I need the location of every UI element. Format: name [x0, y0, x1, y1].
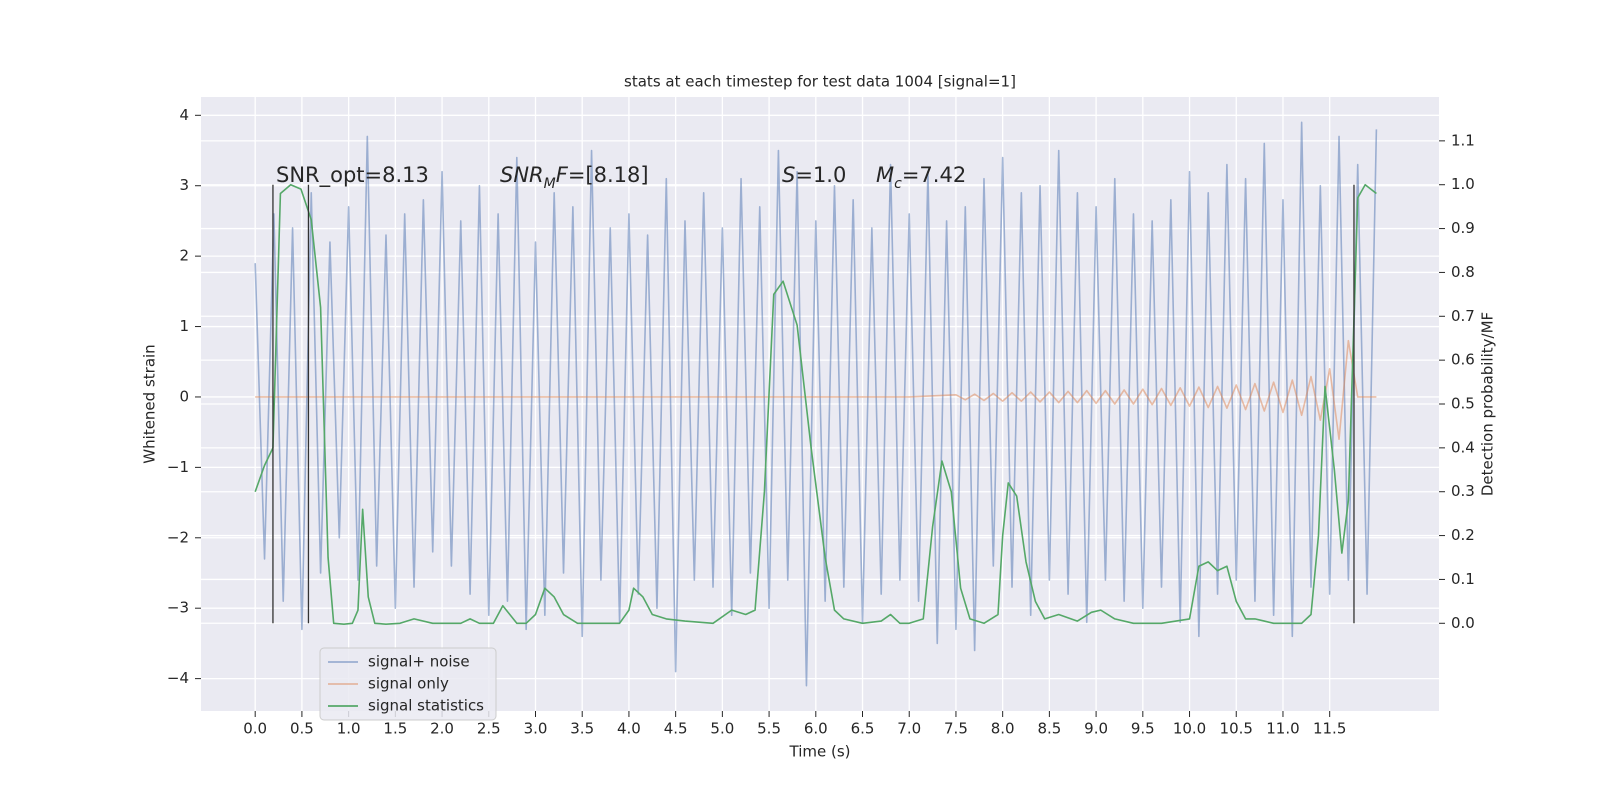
x-tick-label: 11.5: [1313, 720, 1346, 738]
y2-tick-label: 0.8: [1451, 263, 1475, 281]
x-tick-label: 4.5: [664, 720, 688, 738]
annotation-part: S: [782, 163, 795, 187]
y2-tick-label: 0.5: [1451, 395, 1475, 413]
chart-title: stats at each timestep for test data 100…: [624, 73, 1016, 91]
x-axis-label: Time (s): [789, 743, 851, 761]
x-tick-label: 11.0: [1266, 720, 1299, 738]
y2-tick-label: 0.7: [1451, 307, 1475, 325]
y2-tick-label: 0.1: [1451, 570, 1475, 588]
y-tick-label: 0: [179, 387, 189, 405]
x-tick-label: 8.5: [1037, 720, 1061, 738]
y2-tick-label: 0.9: [1451, 219, 1475, 237]
y-tick-label: −4: [167, 669, 189, 687]
legend-label: signal+ noise: [368, 653, 470, 671]
y-axis-label: Whitened strain: [141, 344, 159, 463]
legend-label: signal only: [368, 675, 449, 693]
y2-axis-label: Detection probability/MF: [1479, 312, 1497, 496]
y2-tick-label: 0.4: [1451, 438, 1475, 456]
series-line: [254, 121, 1378, 687]
overlay-layer: SNR_opt=8.13 SNRMF=[8.18] S=1.0 Mc=7.42: [272, 163, 1355, 624]
annotation-part: SNR_opt=8.13: [276, 163, 429, 188]
legend-label: signal statistics: [368, 697, 484, 715]
x-tick-label: 2.0: [430, 720, 454, 738]
x-tick-label: 10.0: [1173, 720, 1206, 738]
x-tick-label: 9.0: [1084, 720, 1108, 738]
annotation-part: SNR: [500, 163, 544, 187]
x-tick-label: 6.0: [804, 720, 828, 738]
x-tick-label: 1.0: [337, 720, 361, 738]
series-line: [255, 339, 1377, 441]
annotation-part: c: [894, 176, 902, 192]
y-tick-label: −2: [167, 528, 189, 546]
x-tick-label: 7.0: [897, 720, 921, 738]
y-tick-label: 1: [179, 317, 189, 335]
x-tick-label: 5.5: [757, 720, 781, 738]
x-tick-label: 9.5: [1131, 720, 1155, 738]
x-tick-label: 2.5: [477, 720, 501, 738]
x-tick-label: 3.5: [570, 720, 594, 738]
annotation: Mc=7.42: [876, 163, 966, 192]
annotation: SNR_opt=8.13: [276, 163, 429, 188]
x-tick-label: 10.5: [1220, 720, 1253, 738]
annotation-part: M: [876, 163, 894, 187]
x-tick-label: 5.0: [710, 720, 734, 738]
series-line: [254, 183, 1377, 625]
x-tick-label: 0.5: [290, 720, 314, 738]
y-tick-label: 3: [179, 176, 189, 194]
series-layer: [254, 121, 1378, 687]
annotation-part: =1.0: [795, 163, 846, 187]
annotation-part: =[8.18]: [568, 163, 649, 187]
annotation-part: =7.42: [902, 163, 966, 187]
y2-tick-label: 1.0: [1451, 175, 1475, 193]
y-tick-label: 4: [179, 106, 189, 124]
x-tick-label: 7.5: [944, 720, 968, 738]
x-tick-label: 4.0: [617, 720, 641, 738]
annotation: S=1.0: [782, 163, 846, 187]
x-tick-label: 8.0: [991, 720, 1015, 738]
annotation: SNRMF=[8.18]: [500, 163, 649, 192]
y2-tick-label: 1.1: [1451, 131, 1475, 149]
y2-tick-label: 0.3: [1451, 482, 1475, 500]
y2-tick-label: 0.6: [1451, 351, 1475, 369]
y-tick-label: 2: [179, 247, 189, 265]
annotation-part: M: [544, 176, 556, 192]
x-tick-label: 3.0: [524, 720, 548, 738]
y2-tick-label: 0.0: [1451, 614, 1475, 632]
legend: signal+ noise signal only signal statistic…: [319, 647, 497, 721]
y-tick-label: −3: [167, 599, 189, 617]
x-tick-label: 1.5: [383, 720, 407, 738]
legend-box: [319, 647, 497, 721]
annotation-part: F: [556, 163, 569, 187]
x-tick-label: 0.0: [243, 720, 267, 738]
y-tick-label: −1: [167, 458, 189, 476]
x-tick-label: 6.5: [851, 720, 875, 738]
y2-tick-label: 0.2: [1451, 526, 1475, 544]
